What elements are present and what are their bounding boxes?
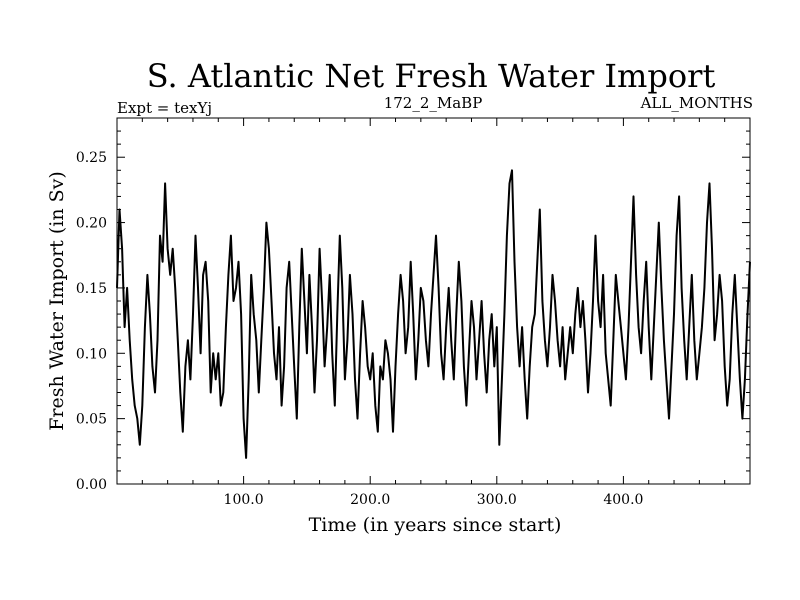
y-tick-labels: 0.00 0.05 0.10 0.15 0.20 0.25: [76, 150, 107, 493]
x-tick-label: 200.0: [350, 492, 390, 508]
x-tick-label: 100.0: [224, 492, 264, 508]
x-tick-label: 400.0: [603, 492, 643, 508]
chart-title: S. Atlantic Net Fresh Water Import: [147, 57, 716, 95]
series-line: [116, 169, 751, 459]
y-axis-title: Fresh Water Import (in Sv): [46, 171, 68, 431]
y-tick-label: 0.05: [76, 412, 107, 428]
y-tick-label: 0.20: [76, 216, 107, 232]
y-tick-label: 0.25: [76, 150, 107, 166]
x-tick-label: 300.0: [477, 492, 517, 508]
y-tick-label: 0.10: [76, 346, 107, 362]
subtitle-right: ALL_MONTHS: [640, 94, 753, 112]
subtitle-left: Expt = texYj: [117, 99, 212, 117]
y-tick-label: 0.00: [76, 477, 107, 493]
subtitle-center: 172_2_MaBP: [384, 94, 483, 112]
y-tick-label: 0.15: [76, 281, 107, 297]
x-tick-labels: 100.0 200.0 300.0 400.0: [224, 492, 644, 508]
x-axis-title: Time (in years since start): [309, 514, 562, 536]
